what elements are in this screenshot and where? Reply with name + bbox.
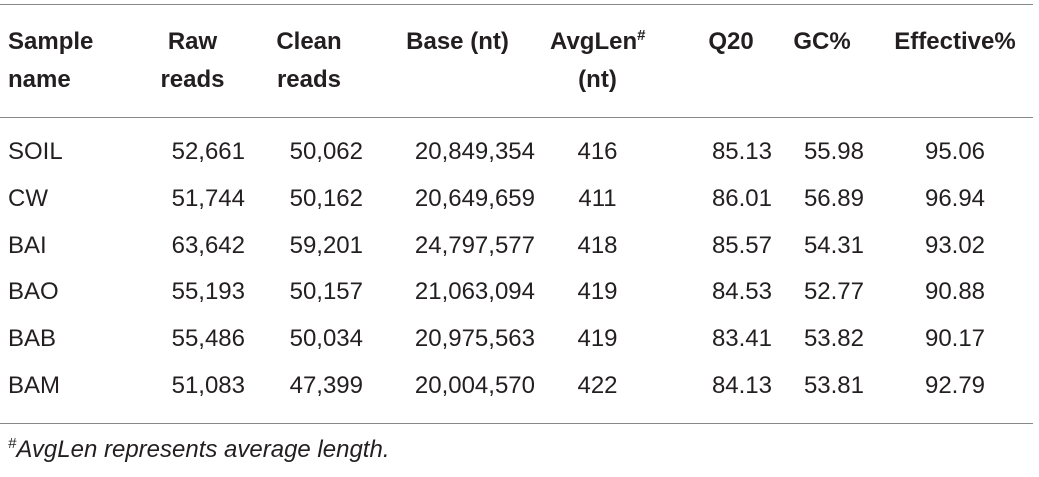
row-label: SOIL [8,138,63,165]
footnote: #AvgLen represents average length. [8,436,390,464]
table-cell: 55.98 [803,138,864,165]
column-header: Clean reads [276,28,342,93]
bottom-rule [0,423,1033,424]
table-cell: 63,642 [171,231,245,259]
table-cell: 90.88 [924,278,986,306]
table-cell: 411 [578,184,617,212]
header-rule [0,117,1033,118]
table-cell: 95.06 [924,138,986,165]
column-header: GC% [793,28,851,55]
table-cell: 55,486 [171,325,245,353]
table-cell: 20,649,659 [414,184,535,212]
table-cell: 93.02 [924,231,986,259]
row-label: CW [8,184,48,212]
header-mark: # [637,27,646,44]
table-cell: 20,849,354 [414,138,535,165]
table-cell: 20,004,570 [414,372,535,399]
table-cell: 86.01 [711,184,772,212]
table-cell: 92.79 [924,372,986,399]
table-cell: 90.17 [924,325,986,353]
table-cell: 50,034 [289,325,363,353]
column-header: Effective% [894,28,1016,55]
table-cell: 422 [577,372,618,399]
top-rule [0,4,1033,5]
table-cell: 53.82 [803,325,864,353]
table-cell: 52.77 [803,278,864,306]
table-cell: 50,157 [289,278,363,306]
column-header: Q20 [708,28,754,55]
table-cell: 85.13 [711,138,772,165]
table-cell: 418 [577,231,618,259]
row-label: BAI [8,231,47,259]
footnote-mark: # [8,435,17,452]
column-header: Sample name [8,28,94,93]
table-cell: 83.41 [711,325,772,353]
table-cell: 85.57 [711,231,772,259]
table-cell: 84.53 [711,278,772,306]
table-cell: 56.89 [803,184,864,212]
header-text: AvgLen [550,28,638,55]
table-cell: 20,975,563 [414,325,535,353]
row-label: BAB [8,325,57,353]
table-cell: 50,062 [289,138,363,165]
table-cell: 419 [577,278,618,306]
table-cell: 21,063,094 [414,278,535,306]
column-header: AvgLen# (nt) [550,23,645,99]
table-cell: 419 [577,325,618,353]
column-header: Base (nt) [406,28,509,55]
table-cell: 47,399 [289,372,363,399]
table-cell: 59,201 [289,231,363,259]
table-cell: 52,661 [171,138,245,165]
footnote-text: AvgLen represents average length. [16,436,390,463]
table-cell: 84.13 [711,372,772,399]
table-cell: 55,193 [171,278,245,306]
table-cell: 416 [577,138,618,165]
column-header: Raw reads [160,28,225,93]
table-cell: 54.31 [803,231,864,259]
header-unit: (nt) [578,66,617,93]
table-cell: 51,083 [171,372,245,399]
table-cell: 96.94 [924,184,986,212]
table-cell: 24,797,577 [414,231,535,259]
table-cell: 51,744 [171,184,245,212]
row-label: BAM [8,372,61,399]
table-cell: 50,162 [289,184,363,212]
row-label: BAO [8,278,59,306]
table-cell: 53.81 [803,372,864,399]
